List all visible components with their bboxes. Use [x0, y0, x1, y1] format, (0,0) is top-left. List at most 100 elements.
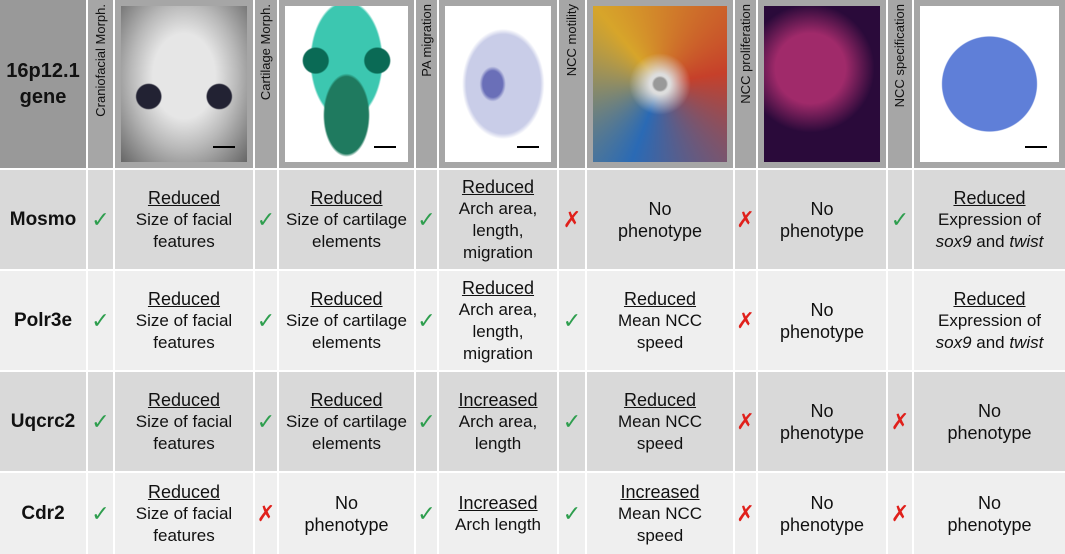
description-part: twist: [1009, 231, 1044, 251]
result-heading: Reduced: [147, 288, 221, 309]
assay-header: PA migration: [416, 0, 437, 168]
result-mark: ✓: [88, 170, 113, 269]
result-description: Size of facial features: [136, 210, 232, 251]
result-mark: ✓: [888, 170, 912, 269]
result-heading: Reduced: [147, 187, 221, 208]
assay-image-cell: [914, 0, 1065, 168]
description-part: Expression of: [938, 310, 1041, 330]
description-part: Mean NCC speed: [617, 411, 703, 453]
result-cell: Reduced Size of facial features: [115, 473, 253, 554]
result-cell: No phenotype: [758, 473, 886, 554]
assay-label: Craniofacial Morph.: [92, 4, 108, 117]
result-cell: Increased Mean NCC speed: [587, 473, 733, 554]
result-heading: Reduced: [310, 389, 383, 410]
result-cell: Reduced Mean NCC speed: [587, 271, 733, 370]
gene-name: Uqcrc2: [0, 372, 86, 471]
result-heading: Reduced: [461, 176, 535, 197]
description-part: Size of cartilage elements: [286, 209, 407, 251]
result-mark: ✗: [888, 473, 912, 554]
result-heading: Increased: [458, 492, 538, 513]
result-cell: No phenotype: [279, 473, 414, 554]
assay-image: [764, 6, 880, 162]
description-part: Size of cartilage elements: [286, 310, 407, 352]
result-content: Reduced Size of facial features: [121, 288, 247, 354]
result-heading: Reduced: [623, 288, 697, 309]
description-part: Arch area, length, migration: [458, 198, 538, 262]
result-cell: No phenotype: [758, 170, 886, 269]
description-part: Expression of: [938, 209, 1041, 229]
result-description: Size of cartilage elements: [286, 412, 407, 453]
assay-image: [121, 6, 247, 162]
result-content: Reduced Size of cartilage elements: [285, 187, 408, 253]
result-mark: ✗: [255, 473, 277, 554]
result-mark: ✗: [559, 170, 585, 269]
assay-image: [593, 6, 727, 162]
result-mark: ✓: [559, 473, 585, 554]
result-content: Increased Arch area, length: [445, 389, 551, 455]
result-cell: Reduced Size of facial features: [115, 170, 253, 269]
result-content: Reduced Size of cartilage elements: [285, 389, 408, 455]
result-mark: ✓: [88, 372, 113, 471]
result-mark: ✓: [416, 372, 437, 471]
result-heading: Reduced: [953, 187, 1026, 208]
description-part: Size of facial features: [135, 310, 233, 352]
result-description: Mean NCC speed: [618, 311, 702, 352]
result-mark: ✓: [88, 473, 113, 554]
result-cell: Reduced Mean NCC speed: [587, 372, 733, 471]
assay-header: Craniofacial Morph.: [88, 0, 113, 168]
result-mark: ✓: [559, 271, 585, 370]
result-mark: ✓: [255, 170, 277, 269]
result-heading: Reduced: [461, 277, 535, 298]
result-heading: Reduced: [147, 481, 221, 502]
result-content: Reduced Size of facial features: [121, 187, 247, 253]
result-cell: Increased Arch area, length: [439, 372, 557, 471]
gene-header: 16p12.1 gene: [0, 0, 86, 168]
result-mark: ✓: [559, 372, 585, 471]
result-cell: Reduced Expression of sox9 and twist: [914, 271, 1065, 370]
description-part: Mean NCC speed: [617, 310, 703, 352]
assay-image: [445, 6, 551, 162]
description-part: Arch area, length, migration: [458, 299, 538, 363]
result-content: Reduced Size of cartilage elements: [285, 288, 408, 354]
result-cell: No phenotype: [758, 271, 886, 370]
result-description: Mean NCC speed: [618, 504, 702, 545]
gene-name: Polr3e: [0, 271, 86, 370]
result-description: Size of cartilage elements: [286, 311, 407, 352]
result-description: Size of facial features: [136, 504, 232, 545]
description-part: Arch area, length: [458, 411, 538, 453]
assay-image: [285, 6, 408, 162]
result-description: Size of facial features: [136, 412, 232, 453]
result-heading: Reduced: [953, 288, 1026, 309]
result-cell: Reduced Size of cartilage elements: [279, 170, 414, 269]
result-cell: Reduced Expression of sox9 and twist: [914, 170, 1065, 269]
result-mark: ✓: [416, 473, 437, 554]
result-mark: ✓: [416, 170, 437, 269]
result-mark: ✗: [888, 372, 912, 471]
result-mark: ✗: [735, 170, 756, 269]
result-heading: Increased: [620, 481, 700, 502]
result-content: Reduced Arch area, length, migration: [445, 277, 551, 365]
assay-label: NCC motility: [564, 4, 579, 77]
result-description: Arch area, length, migration: [459, 199, 537, 262]
scale-bar: [1025, 146, 1047, 148]
description-part: sox9: [935, 332, 972, 352]
description-part: and: [971, 231, 1010, 251]
result-mark: ✗: [735, 372, 756, 471]
result-content: Increased Mean NCC speed: [593, 481, 727, 547]
result-description: Arch area, length, migration: [459, 300, 537, 363]
result-description: Size of facial features: [136, 311, 232, 352]
assay-header: NCC proliferation: [735, 0, 756, 168]
scale-bar: [213, 146, 235, 148]
description-part: and: [971, 332, 1010, 352]
result-description: Size of cartilage elements: [286, 210, 407, 251]
result-mark: ✓: [255, 271, 277, 370]
result-cell: Reduced Size of cartilage elements: [279, 372, 414, 471]
assay-image-cell: [279, 0, 414, 168]
result-description: Mean NCC speed: [618, 412, 702, 453]
description-part: Mean NCC speed: [617, 503, 703, 545]
assay-image: [920, 6, 1059, 162]
result-content: Reduced Size of facial features: [121, 389, 247, 455]
result-content: Increased Arch length: [455, 492, 541, 536]
assay-header: Cartilage Morph.: [255, 0, 277, 168]
